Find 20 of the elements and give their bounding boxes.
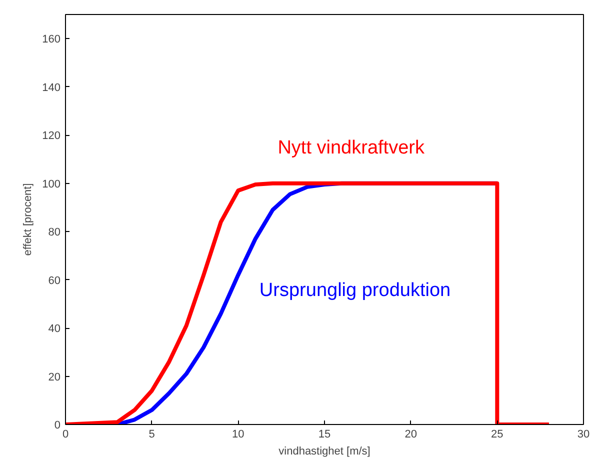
y-tick-label: 120 bbox=[42, 130, 61, 142]
y-tick-label: 140 bbox=[42, 82, 61, 94]
y-tick-label: 80 bbox=[48, 226, 61, 239]
series-label: Nytt vindkraftverk bbox=[278, 137, 425, 158]
y-tick-label: 60 bbox=[48, 274, 61, 287]
x-tick-label: 20 bbox=[404, 428, 417, 440]
series-label: Ursprunglig produktion bbox=[259, 280, 451, 301]
y-tick-label: 0 bbox=[54, 420, 61, 432]
x-tick-label: 10 bbox=[232, 428, 244, 440]
x-tick-label: 25 bbox=[491, 428, 504, 440]
x-tick-label: 30 bbox=[577, 428, 590, 440]
x-tick-label: 5 bbox=[148, 428, 155, 440]
y-axis-title: effekt [procent] bbox=[22, 183, 34, 256]
x-axis-title: vindhastighet [m/s] bbox=[278, 446, 370, 458]
y-tick-label: 40 bbox=[48, 323, 61, 336]
y-tick-label: 160 bbox=[42, 34, 61, 46]
y-tick-label: 100 bbox=[42, 178, 61, 190]
y-tick-label: 20 bbox=[48, 371, 61, 384]
x-tick-label: 15 bbox=[318, 428, 331, 440]
x-tick-label: 0 bbox=[62, 428, 69, 440]
